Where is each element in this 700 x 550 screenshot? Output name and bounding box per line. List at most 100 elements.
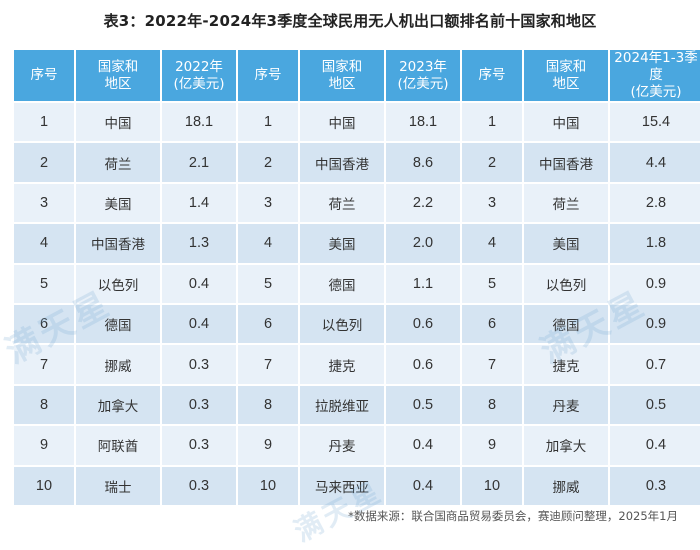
- table-row: 6 德国 0.4 6 以色列 0.6 6 德国 0.9: [14, 302, 700, 344]
- cell-rank: 10: [462, 464, 524, 505]
- cell-value: 1.4: [162, 181, 238, 223]
- cell-value: 0.3: [162, 424, 238, 465]
- table-row: 3 美国 1.4 3 荷兰 2.2 3 荷兰 2.8: [14, 181, 700, 223]
- cell-rank: 3: [238, 181, 300, 223]
- cell-rank: 6: [238, 302, 300, 344]
- cell-rank: 1: [14, 101, 76, 142]
- table-row: 1 中国 18.1 1 中国 18.1 1 中国 15.4: [14, 101, 700, 142]
- cell-rank: 9: [14, 424, 76, 465]
- cell-rank: 8: [14, 383, 76, 425]
- cell-rank: 4: [238, 222, 300, 263]
- cell-value: 2.2: [386, 181, 462, 223]
- cell-value: 2.8: [610, 181, 700, 223]
- cell-value: 1.1: [386, 262, 462, 303]
- table-row: 8 加拿大 0.3 8 拉脱维亚 0.5 8 丹麦 0.5: [14, 383, 700, 425]
- cell-region: 美国: [300, 222, 386, 263]
- cell-region: 拉脱维亚: [300, 383, 386, 425]
- cell-value: 18.1: [386, 101, 462, 142]
- cell-region: 马来西亚: [300, 464, 386, 505]
- cell-region: 以色列: [76, 262, 162, 303]
- cell-region: 美国: [524, 222, 610, 263]
- cell-region: 捷克: [524, 343, 610, 384]
- cell-region: 挪威: [524, 464, 610, 505]
- cell-region: 美国: [76, 181, 162, 223]
- cell-rank: 6: [462, 302, 524, 344]
- export-ranking-table-container: 序号 国家和 地区 2022年 (亿美元) 序号 国家和 地区 2023年 (亿美元) 序号…: [14, 50, 700, 505]
- table-row: 10 瑞士 0.3 10 马来西亚 0.4 10 挪威 0.3: [14, 464, 700, 505]
- cell-value: 0.4: [610, 424, 700, 465]
- cell-region: 荷兰: [76, 141, 162, 182]
- cell-region: 中国: [524, 101, 610, 142]
- cell-region: 瑞士: [76, 464, 162, 505]
- header-rank-3: 序号: [462, 50, 524, 101]
- cell-rank: 4: [14, 222, 76, 263]
- cell-value: 0.3: [162, 464, 238, 505]
- cell-value: 0.6: [386, 302, 462, 344]
- cell-value: 0.9: [610, 302, 700, 344]
- cell-rank: 2: [14, 141, 76, 182]
- cell-value: 0.4: [386, 424, 462, 465]
- cell-region: 阿联酋: [76, 424, 162, 465]
- cell-rank: 9: [238, 424, 300, 465]
- cell-value: 8.6: [386, 141, 462, 182]
- cell-rank: 3: [462, 181, 524, 223]
- cell-region: 德国: [76, 302, 162, 344]
- table-header: 序号 国家和 地区 2022年 (亿美元) 序号 国家和 地区 2023年 (亿美元) 序号…: [14, 50, 700, 101]
- cell-region: 中国: [300, 101, 386, 142]
- table-body: 1 中国 18.1 1 中国 18.1 1 中国 15.4 2 荷兰 2.1 2 中国香港 8.6 2 中国香港…: [14, 101, 700, 505]
- header-region-2: 国家和 地区: [300, 50, 386, 101]
- header-region-1: 国家和 地区: [76, 50, 162, 101]
- cell-region: 中国香港: [76, 222, 162, 263]
- cell-rank: 1: [238, 101, 300, 142]
- cell-value: 0.7: [610, 343, 700, 384]
- cell-region: 加拿大: [76, 383, 162, 425]
- cell-region: 丹麦: [524, 383, 610, 425]
- header-row: 序号 国家和 地区 2022年 (亿美元) 序号 国家和 地区 2023年 (亿美元) 序号…: [14, 50, 700, 101]
- cell-rank: 10: [238, 464, 300, 505]
- cell-rank: 5: [462, 262, 524, 303]
- cell-value: 0.3: [610, 464, 700, 505]
- cell-rank: 7: [462, 343, 524, 384]
- header-rank-2: 序号: [238, 50, 300, 101]
- cell-region: 德国: [524, 302, 610, 344]
- cell-value: 18.1: [162, 101, 238, 142]
- cell-value: 0.4: [162, 302, 238, 344]
- cell-region: 丹麦: [300, 424, 386, 465]
- table-row: 2 荷兰 2.1 2 中国香港 8.6 2 中国香港 4.4: [14, 141, 700, 182]
- cell-region: 德国: [300, 262, 386, 303]
- cell-value: 0.5: [610, 383, 700, 425]
- table-row: 5 以色列 0.4 5 德国 1.1 5 以色列 0.9: [14, 262, 700, 303]
- table-row: 4 中国香港 1.3 4 美国 2.0 4 美国 1.8: [14, 222, 700, 263]
- cell-value: 0.5: [386, 383, 462, 425]
- cell-region: 中国: [76, 101, 162, 142]
- cell-rank: 8: [238, 383, 300, 425]
- cell-value: 0.3: [162, 383, 238, 425]
- cell-value: 0.6: [386, 343, 462, 384]
- cell-value: 2.0: [386, 222, 462, 263]
- cell-rank: 2: [238, 141, 300, 182]
- cell-region: 中国香港: [300, 141, 386, 182]
- header-value-1: 2022年 (亿美元): [162, 50, 238, 101]
- cell-rank: 4: [462, 222, 524, 263]
- header-value-3: 2024年1-3季度 (亿美元): [610, 50, 700, 101]
- cell-rank: 7: [14, 343, 76, 384]
- cell-rank: 7: [238, 343, 300, 384]
- cell-rank: 3: [14, 181, 76, 223]
- cell-rank: 8: [462, 383, 524, 425]
- cell-rank: 5: [238, 262, 300, 303]
- cell-region: 加拿大: [524, 424, 610, 465]
- cell-region: 荷兰: [524, 181, 610, 223]
- cell-value: 1.3: [162, 222, 238, 263]
- header-value-2: 2023年 (亿美元): [386, 50, 462, 101]
- cell-region: 以色列: [300, 302, 386, 344]
- table-row: 9 阿联酋 0.3 9 丹麦 0.4 9 加拿大 0.4: [14, 424, 700, 465]
- cell-value: 0.9: [610, 262, 700, 303]
- cell-rank: 6: [14, 302, 76, 344]
- table-title: 表3：2022年-2024年3季度全球民用无人机出口额排名前十国家和地区: [103, 12, 597, 30]
- cell-value: 0.4: [162, 262, 238, 303]
- cell-region: 挪威: [76, 343, 162, 384]
- header-region-3: 国家和 地区: [524, 50, 610, 101]
- cell-value: 2.1: [162, 141, 238, 182]
- cell-region: 荷兰: [300, 181, 386, 223]
- cell-value: 0.4: [386, 464, 462, 505]
